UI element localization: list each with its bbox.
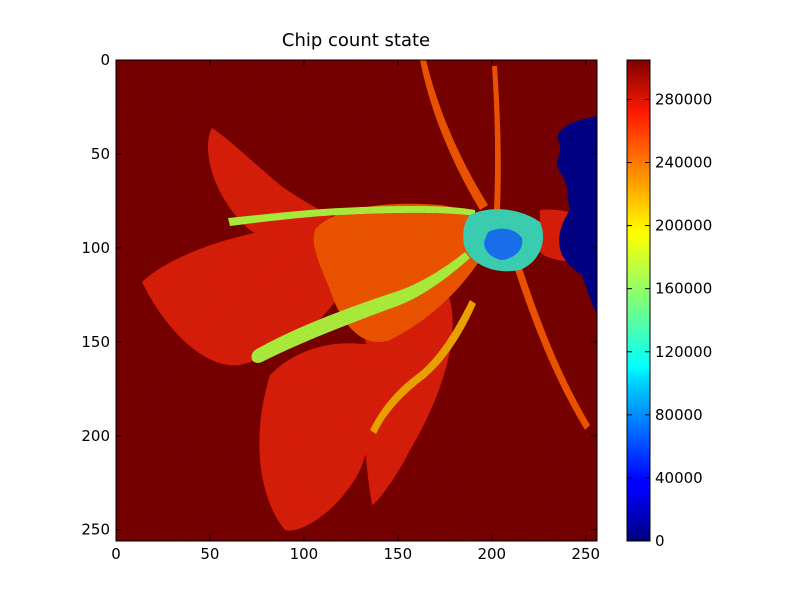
x-tick-label: 150	[384, 545, 413, 563]
x-tick-label: 200	[477, 545, 506, 563]
colorbar-tick-label: 120000	[655, 343, 712, 361]
colorbar-tick-label: 160000	[655, 280, 712, 298]
y-tick-label: 200	[81, 427, 110, 445]
chart-title: Chip count state	[282, 30, 430, 51]
x-tick-label: 100	[290, 545, 319, 563]
y-tick-label: 50	[91, 145, 110, 163]
y-tick-label: 0	[100, 51, 110, 69]
y-tick-label: 150	[81, 333, 110, 351]
x-axis: 0 50 100 150 200 250	[111, 60, 600, 563]
plot-frame	[115, 59, 598, 542]
colorbar-frame	[626, 59, 651, 542]
colorbar-tick-label: 40000	[655, 469, 703, 487]
colorbar-ticks: 0 40000 80000 120000 160000 200000 240000 28000…	[627, 90, 712, 550]
colorbar-tick-label: 80000	[655, 406, 703, 424]
colorbar-tick-label: 200000	[655, 217, 712, 235]
y-tick-label: 100	[81, 239, 110, 257]
y-axis: 0 50 100 150 200 250	[81, 51, 597, 539]
colorbar-tick-label: 280000	[655, 90, 712, 108]
x-tick-label: 250	[571, 545, 600, 563]
y-tick-label: 250	[81, 521, 110, 539]
colorbar-tick-label: 240000	[655, 154, 712, 172]
colorbar-tick-label: 0	[655, 532, 665, 550]
heatmap-noise	[116, 60, 597, 541]
colorbar-gradient	[627, 60, 650, 541]
colorbar: 0 40000 80000 120000 160000 200000 240000 28000…	[626, 59, 712, 550]
x-tick-label: 0	[111, 545, 121, 563]
x-tick-label: 50	[200, 545, 219, 563]
heatmap-image	[116, 60, 597, 541]
